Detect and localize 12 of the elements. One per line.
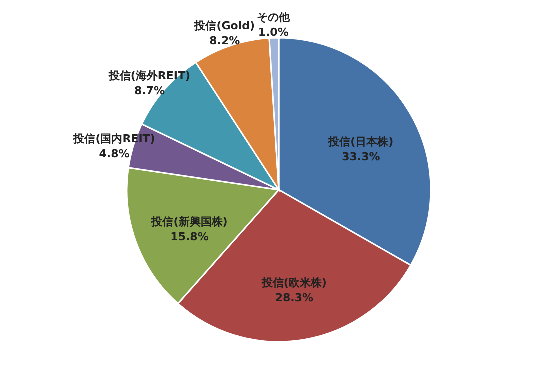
- data-label: 15.8%: [170, 230, 209, 244]
- slice-label: その他: [257, 11, 292, 24]
- slice-label: 投信(日本株): [328, 135, 394, 148]
- data-label: 4.8%: [99, 148, 130, 161]
- data-label: 8.2%: [210, 34, 240, 48]
- slice-label: 投信(欧米株): [260, 276, 327, 290]
- slice-label: 投信(Gold): [194, 20, 256, 33]
- data-label: 33.3%: [342, 150, 380, 164]
- data-label: 8.7%: [134, 84, 165, 98]
- data-label: 1.0%: [258, 26, 289, 40]
- slice-label: 投信(新興国株): [150, 216, 228, 229]
- data-label: 28.3%: [275, 292, 314, 305]
